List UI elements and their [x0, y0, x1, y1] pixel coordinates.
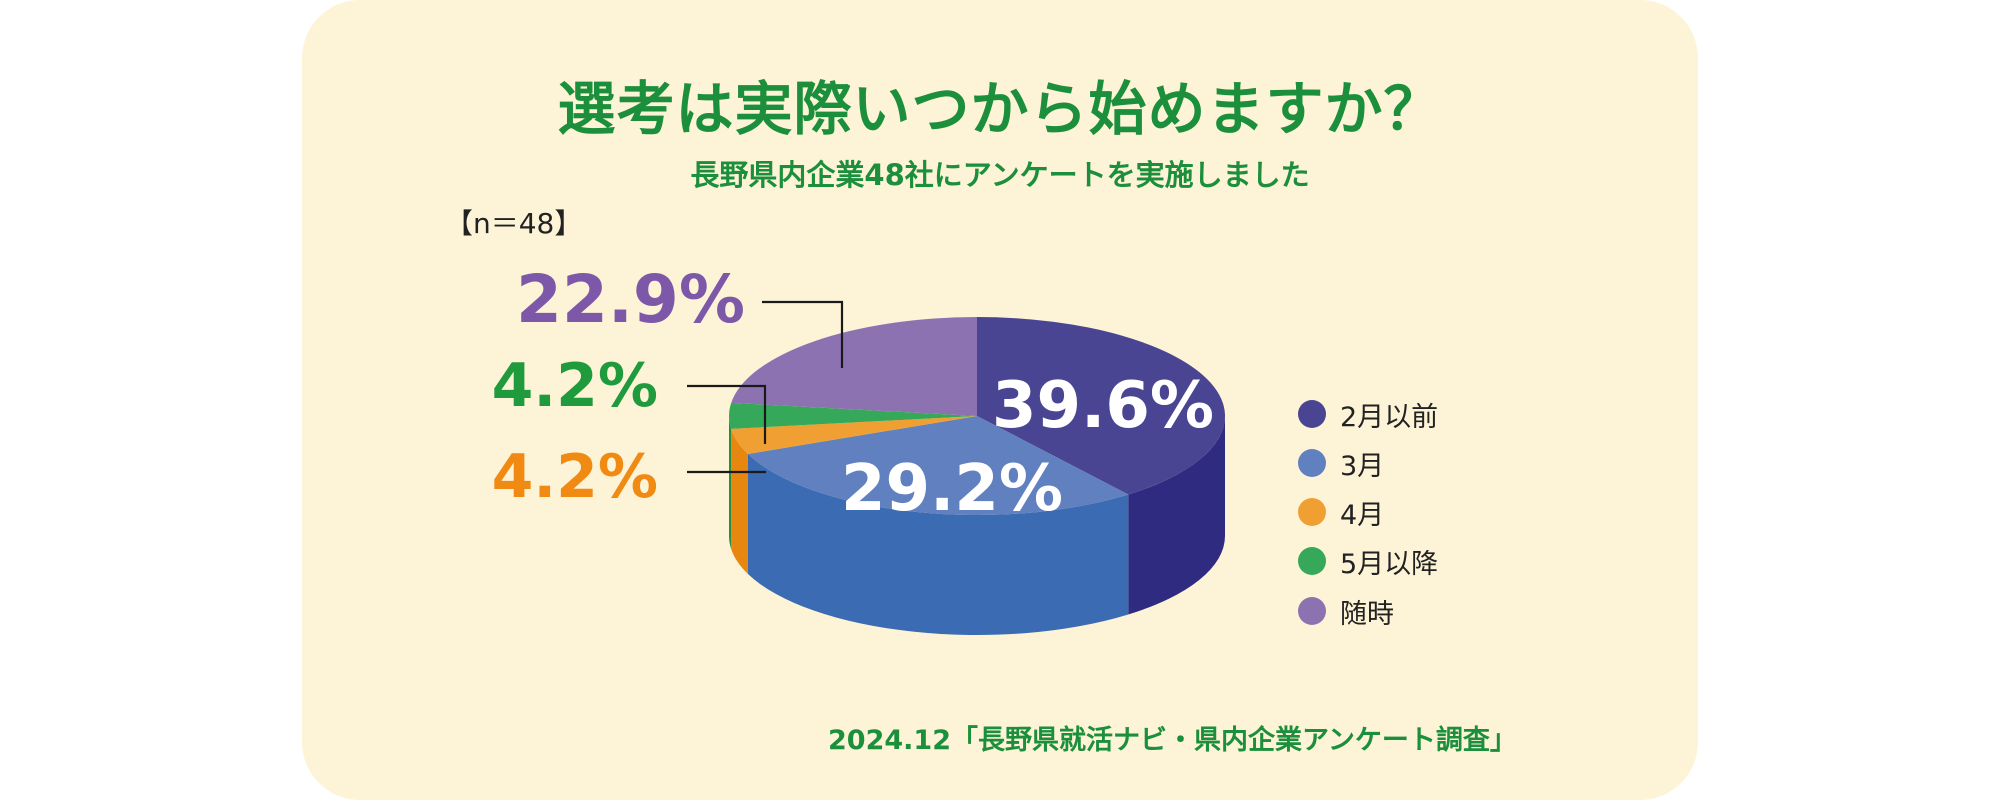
pie-value-label-2: 4.2%	[492, 442, 658, 512]
legend-swatch	[1298, 400, 1326, 428]
pie-value-label-0: 39.6%	[992, 369, 1214, 443]
legend-label: 2月以前	[1340, 401, 1439, 433]
pie-value-label-1: 29.2%	[841, 452, 1063, 526]
source-note: 2024.12「長野県就活ナビ・県内企業アンケート調査」	[828, 725, 1517, 756]
legend-item-feb-or-earlier: 2月以前	[1298, 394, 1438, 434]
sample-size-label: 【n＝48】	[445, 207, 583, 240]
pie-side-layer	[729, 416, 1225, 635]
legend-swatch	[1298, 547, 1326, 575]
legend-label: 4月	[1340, 499, 1385, 531]
pie-slice-2	[731, 416, 977, 454]
pie-value-label-4: 22.9%	[516, 261, 745, 338]
pie-slice-3	[729, 402, 977, 429]
pie-value-label-3: 4.2%	[492, 351, 658, 421]
leader-line-may-or-later	[687, 384, 767, 444]
pie-side-3	[729, 416, 732, 549]
legend-label: 3月	[1340, 450, 1385, 482]
legend-item-anytime: 随時	[1298, 591, 1394, 631]
legend-swatch	[1298, 597, 1326, 625]
pie-top-layer	[729, 317, 1225, 515]
pie-side-2	[731, 428, 748, 574]
pie-slice-0	[977, 317, 1225, 495]
legend-item-may-or-later: 5月以降	[1298, 541, 1438, 581]
pie-slice-4	[731, 317, 977, 416]
legend-swatch	[1298, 498, 1326, 526]
pie-side-0	[1128, 416, 1225, 615]
pie-slice-1	[747, 416, 1129, 515]
pie-side-1	[747, 453, 1129, 635]
leader-line-anytime	[762, 300, 844, 368]
chart-title: 選考は実際いつから始めますか？	[557, 75, 1443, 143]
pie-labels: 39.6% 29.2% 4.2% 4.2% 22.9%	[492, 261, 1214, 526]
legend-item-march: 3月	[1298, 443, 1384, 483]
legend-item-april: 4月	[1298, 492, 1384, 532]
legend-label: 5月以降	[1340, 548, 1439, 580]
chart-subtitle: 長野県内企業48社にアンケートを実施しました	[690, 158, 1310, 192]
legend-label: 随時	[1340, 598, 1394, 630]
legend-swatch	[1298, 449, 1326, 477]
